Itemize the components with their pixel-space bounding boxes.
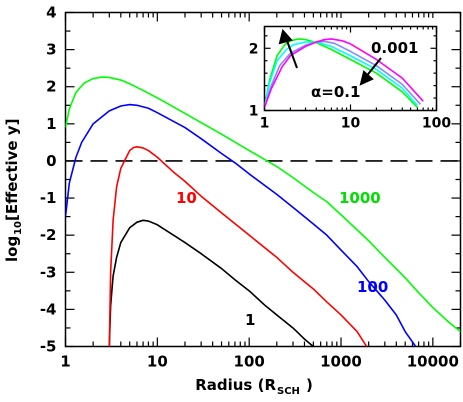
label-1: 1 bbox=[245, 311, 255, 329]
y-tick-label: 1 bbox=[249, 104, 259, 120]
label-10: 10 bbox=[176, 189, 197, 207]
y-tick-label: 4 bbox=[46, 4, 56, 22]
y-tick-label: -4 bbox=[40, 300, 57, 318]
arrow-up-icon bbox=[278, 28, 298, 69]
inset-label-0001: 0.001 bbox=[371, 39, 418, 57]
y-tick-label: 3 bbox=[46, 41, 56, 59]
inset-series-line-2 bbox=[264, 40, 422, 108]
x-tick-label: 1000 bbox=[320, 353, 362, 371]
y-tick-label: -1 bbox=[40, 189, 57, 207]
x-tick-label: 10 bbox=[341, 116, 361, 132]
y-axis-title: log bbox=[3, 236, 21, 262]
inset-series-line-0-001 bbox=[264, 38, 424, 108]
x-tick-label: 10000 bbox=[407, 353, 459, 371]
inset-label-alpha: α=0.1 bbox=[311, 83, 360, 101]
y-axis-title-subscript: 10 bbox=[13, 221, 24, 235]
y-tick-label: -2 bbox=[40, 226, 57, 244]
arrow-down-icon bbox=[359, 57, 382, 86]
x-axis-title: Radius (R bbox=[195, 376, 276, 394]
y-tick-label: 2 bbox=[46, 78, 56, 96]
main-series-line-10 bbox=[108, 146, 368, 347]
main-series-group bbox=[65, 76, 461, 347]
inset-series-line---0-1 bbox=[264, 38, 418, 108]
y-tick-label: -5 bbox=[40, 338, 57, 356]
y-tick-label: 0 bbox=[46, 152, 56, 170]
inset-background bbox=[264, 18, 438, 118]
x-tick-label: 10 bbox=[147, 353, 168, 371]
inset-series-group bbox=[264, 38, 424, 108]
inset-series-line-1 bbox=[264, 41, 419, 108]
inset-axes: 1 10 100 1 2 bbox=[249, 26, 451, 132]
label-1000: 1000 bbox=[339, 189, 381, 207]
y-tick-label: 1 bbox=[46, 115, 56, 133]
y-tick-label: -3 bbox=[40, 263, 57, 281]
label-100: 100 bbox=[357, 278, 388, 296]
main-series-line-1000 bbox=[65, 76, 461, 333]
main-series-line-100 bbox=[65, 103, 417, 347]
main-series-line-1 bbox=[108, 219, 314, 347]
x-axis-title-close: ) bbox=[306, 376, 313, 394]
x-tick-label: 100 bbox=[422, 116, 451, 132]
x-tick-label: 1 bbox=[60, 353, 70, 371]
x-tick-label: 1 bbox=[260, 116, 270, 132]
y-axis-title-group: log 10 [Effective y] bbox=[3, 119, 24, 262]
y-tick-label: 2 bbox=[249, 41, 259, 57]
x-axis-title-subscript: SCH bbox=[277, 386, 300, 397]
x-tick-label: 100 bbox=[234, 353, 265, 371]
main-axes: 1 10 100 1000 10000 -5 -4 -3 -2 -1 0 1 2 3 4 bbox=[40, 4, 462, 371]
y-axis-title-rest: [Effective y] bbox=[3, 119, 21, 221]
